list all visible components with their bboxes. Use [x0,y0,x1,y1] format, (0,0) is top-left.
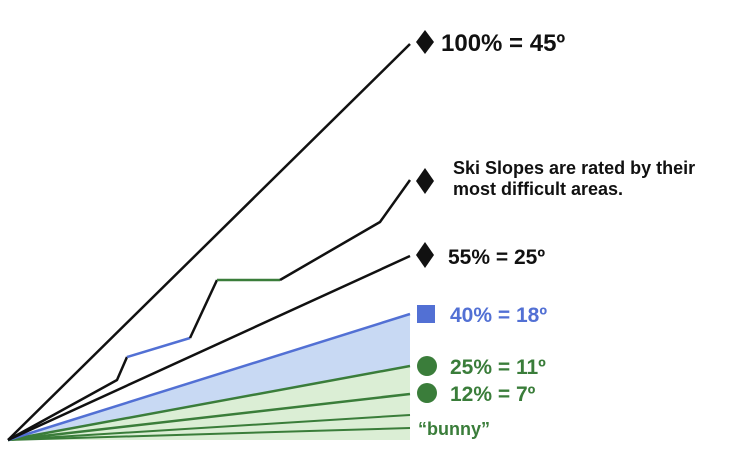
mixed-run-segment-black-upper [279,179,412,282]
blue-slope-line-40 [7,312,411,442]
double-black-slope-line-100 [7,43,411,441]
circle-icon [417,383,437,403]
mixed-run-segment-blue [126,336,191,359]
rating-label-green-steep: 25% = 11º [450,356,546,379]
mixed-run-segment-black-middle [188,279,219,339]
rating-label-black: 55% = 25º [448,246,545,269]
note-line-2: most difficult areas. [453,179,623,199]
diamond-icon [416,168,434,194]
bunny-slope-line-1 [7,427,411,441]
circle-icon [417,356,437,376]
note-line-1: Ski Slopes are rated by their [453,158,695,178]
green-slope-line-12 [7,392,411,442]
rating-label-bunny: “bunny” [418,419,490,439]
rating-label-green-mild: 12% = 7º [450,383,536,406]
rating-label-blue: 40% = 18º [450,304,547,327]
green-slope-line-25 [7,364,411,442]
diamond-icon [416,30,434,54]
rating-label-double-black: 100% = 45º [441,30,565,57]
diamond-icon [416,242,434,268]
mixed-run-segment-black-lower [7,356,129,442]
black-slope-line-55 [7,254,411,442]
bunny-slope-line-2 [7,414,411,441]
square-icon [417,305,435,323]
